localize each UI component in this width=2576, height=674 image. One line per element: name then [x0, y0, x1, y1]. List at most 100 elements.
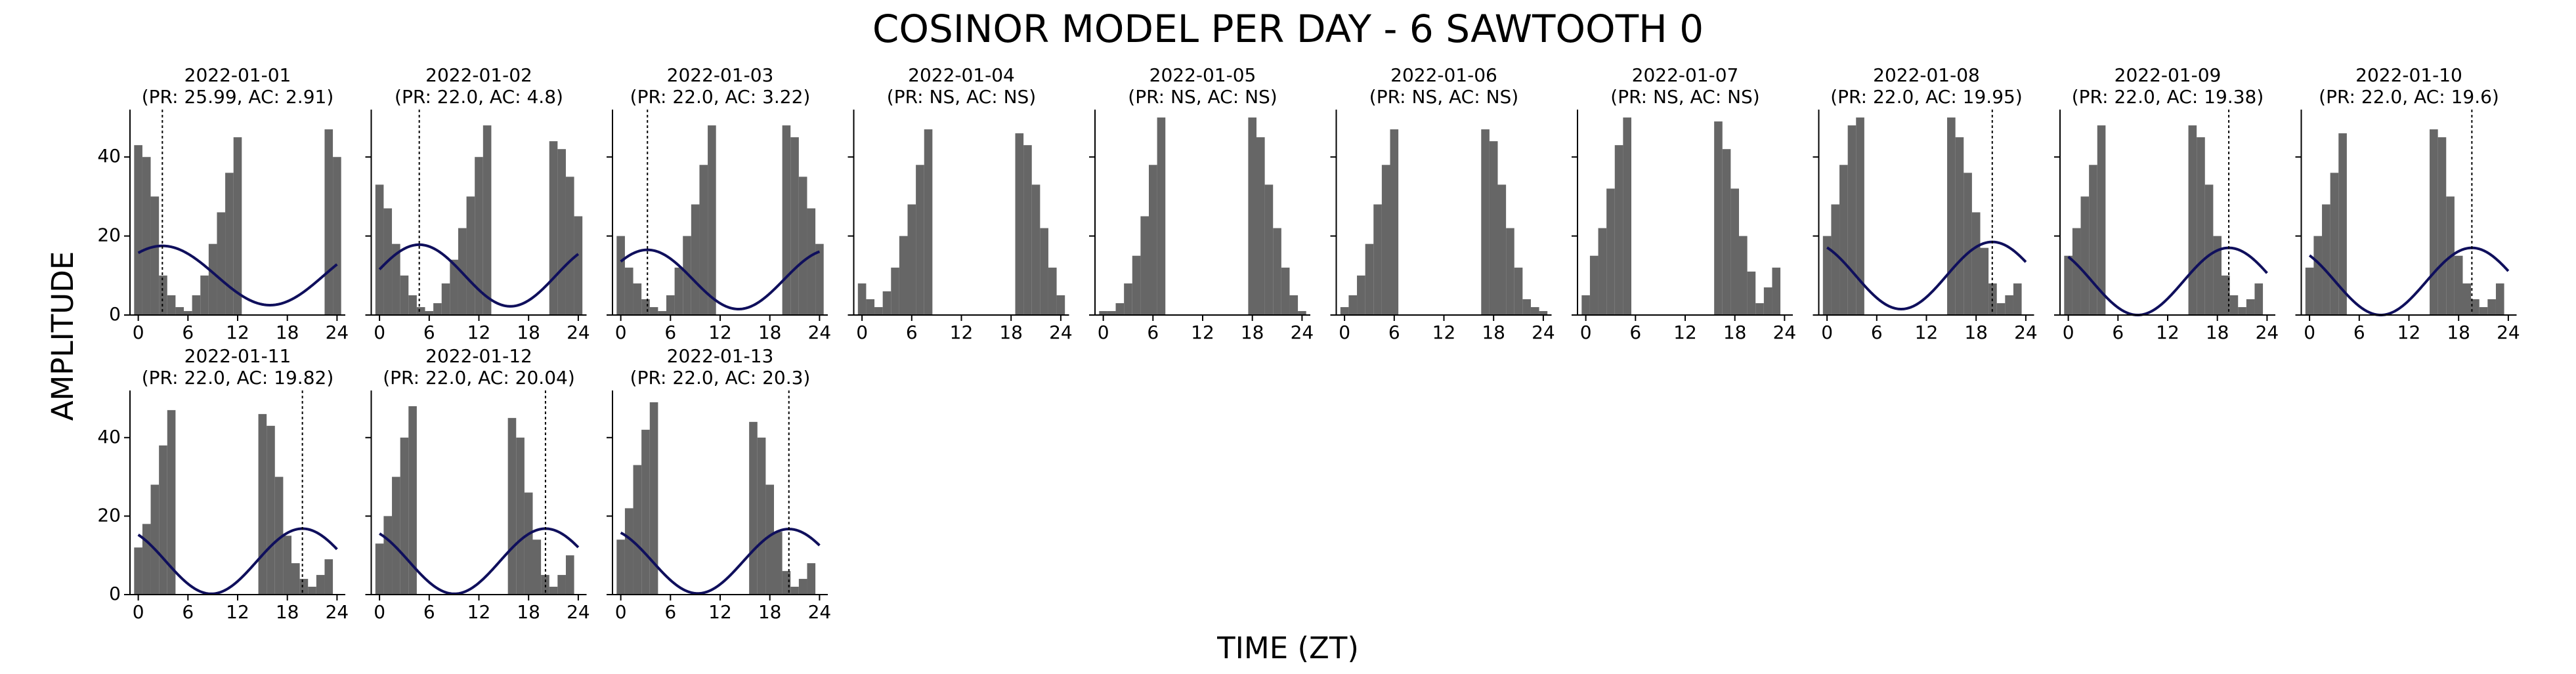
histogram-bar	[1722, 149, 1731, 315]
histogram-bar	[633, 465, 642, 595]
x-tick-label: 6	[2353, 322, 2365, 343]
histogram-bar	[159, 275, 167, 315]
subplot-title: 2022-01-01	[184, 64, 291, 86]
histogram-bar	[2005, 295, 2013, 315]
cosinor-curve	[620, 248, 821, 310]
histogram-bar	[1530, 306, 1539, 315]
histogram-bar	[233, 137, 242, 315]
histogram-bar	[916, 165, 924, 315]
x-tick-label: 12	[950, 322, 974, 343]
histogram-bar	[441, 283, 450, 315]
histogram-bar	[815, 243, 824, 315]
histogram-bar	[2487, 299, 2496, 315]
histogram-bar	[649, 306, 658, 315]
histogram-bar	[624, 267, 633, 315]
histogram-bar	[532, 539, 542, 595]
histogram-bar	[267, 425, 275, 595]
subplot-title: 2022-01-12	[425, 345, 532, 367]
histogram-bar	[807, 563, 816, 595]
x-tick-label: 0	[615, 322, 627, 343]
histogram-bar	[1614, 145, 1623, 315]
histogram-bar	[408, 406, 417, 595]
histogram-bar	[299, 579, 309, 595]
histogram-bar	[507, 417, 517, 595]
subplot-2022-01-05: 2022-01-05(PR: NS, AC: NS) 0 6 12 18 24	[1089, 64, 1314, 343]
histogram-bar	[1822, 236, 1832, 315]
histogram-bar	[200, 275, 209, 315]
x-tick-label: 0	[133, 322, 144, 343]
histogram-bar	[1124, 283, 1132, 315]
histogram-bar	[757, 437, 766, 595]
x-tick-label: 18	[517, 601, 540, 623]
histogram-bar	[891, 267, 899, 315]
x-tick-label: 12	[708, 322, 732, 343]
x-tick-label: 6	[664, 322, 676, 343]
subplot-2022-01-03: 2022-01-03(PR: 22.0, AC: 3.22) 0 6 12 18 24	[607, 64, 831, 343]
subplot-title: 2022-01-03	[667, 64, 774, 86]
x-tick-label: 24	[808, 322, 832, 343]
histogram-bar	[142, 524, 151, 595]
histogram-bar	[516, 437, 525, 595]
x-tick-label: 0	[2063, 322, 2074, 343]
x-tick-label: 6	[182, 322, 194, 343]
subplot-subtitle: (PR: 22.0, AC: 20.3)	[630, 367, 811, 389]
subplot-title: 2022-01-05	[1149, 64, 1256, 86]
subplot-subtitle: (PR: 22.0, AC: 20.04)	[383, 367, 575, 389]
histogram-bar	[2229, 295, 2239, 315]
subplot-subtitle: (PR: 22.0, AC: 19.6)	[2319, 86, 2499, 108]
x-tick-label: 18	[1964, 322, 1988, 343]
histogram-bar	[400, 275, 409, 315]
subplot-subtitle: (PR: 22.0, AC: 19.95)	[1830, 86, 2023, 108]
subplot-2022-01-08: 2022-01-08(PR: 22.0, AC: 19.95) 0 6 12 18 24	[1813, 64, 2038, 343]
histogram-bar	[1248, 117, 1256, 316]
histogram-bar	[283, 536, 291, 595]
histogram-bar	[308, 587, 316, 595]
x-tick-label: 18	[1241, 322, 1264, 343]
histogram-bar	[150, 196, 160, 315]
histogram-bar	[1289, 295, 1299, 315]
histogram-bar	[1365, 243, 1374, 315]
x-tick-label: 0	[1821, 322, 1833, 343]
histogram-bar	[1589, 255, 1599, 315]
histogram-bar	[1256, 137, 1265, 315]
histogram-bar	[1522, 299, 1531, 315]
histogram-bar	[1357, 275, 1365, 315]
subplot-2022-01-13: 2022-01-13(PR: 22.0, AC: 20.3) 0 6 12 18 24	[607, 345, 831, 623]
histogram-bar	[1964, 173, 1972, 315]
subplot-subtitle: (PR: NS, AC: NS)	[1610, 86, 1759, 108]
subplot-title: 2022-01-02	[425, 64, 532, 86]
histogram-bar	[1340, 306, 1349, 315]
histogram-bar	[674, 267, 683, 315]
x-tick-label: 24	[1773, 322, 1797, 343]
histogram-bar	[1730, 188, 1739, 315]
x-tick-label: 24	[326, 601, 349, 623]
histogram-bar	[167, 295, 176, 315]
x-tick-label: 24	[808, 601, 832, 623]
histogram-bar	[1489, 141, 1498, 315]
histogram-bar	[749, 421, 758, 595]
histogram-bar	[2313, 236, 2323, 315]
histogram-bar	[324, 129, 333, 315]
subplot-title: 2022-01-08	[1873, 64, 1980, 86]
histogram-bar	[1149, 165, 1157, 315]
subplot-2022-01-01: 2022-01-01(PR: 25.99, AC: 2.91) 0 6 12 18 24 0…	[97, 64, 349, 343]
histogram-bar	[1140, 216, 1149, 315]
histogram-bar	[2097, 125, 2106, 316]
histogram-bar	[150, 484, 160, 595]
histogram-bar	[1772, 267, 1781, 315]
x-tick-label: 24	[567, 322, 590, 343]
histogram-bar	[1107, 310, 1116, 315]
histogram-bar	[2471, 299, 2479, 315]
subplot-subtitle: (PR: 22.0, AC: 19.38)	[2072, 86, 2264, 108]
histogram-bar	[184, 310, 192, 315]
histogram-bar	[2430, 129, 2438, 315]
histogram-bar	[2305, 267, 2314, 315]
histogram-bar	[2322, 204, 2330, 315]
histogram-bar	[1281, 267, 1290, 315]
x-tick-label: 12	[1432, 322, 1456, 343]
subplot-subtitle: (PR: NS, AC: NS)	[887, 86, 1036, 108]
histogram-bar	[2254, 283, 2264, 315]
histogram-bar	[1132, 255, 1141, 315]
histogram-bar	[1581, 295, 1590, 315]
